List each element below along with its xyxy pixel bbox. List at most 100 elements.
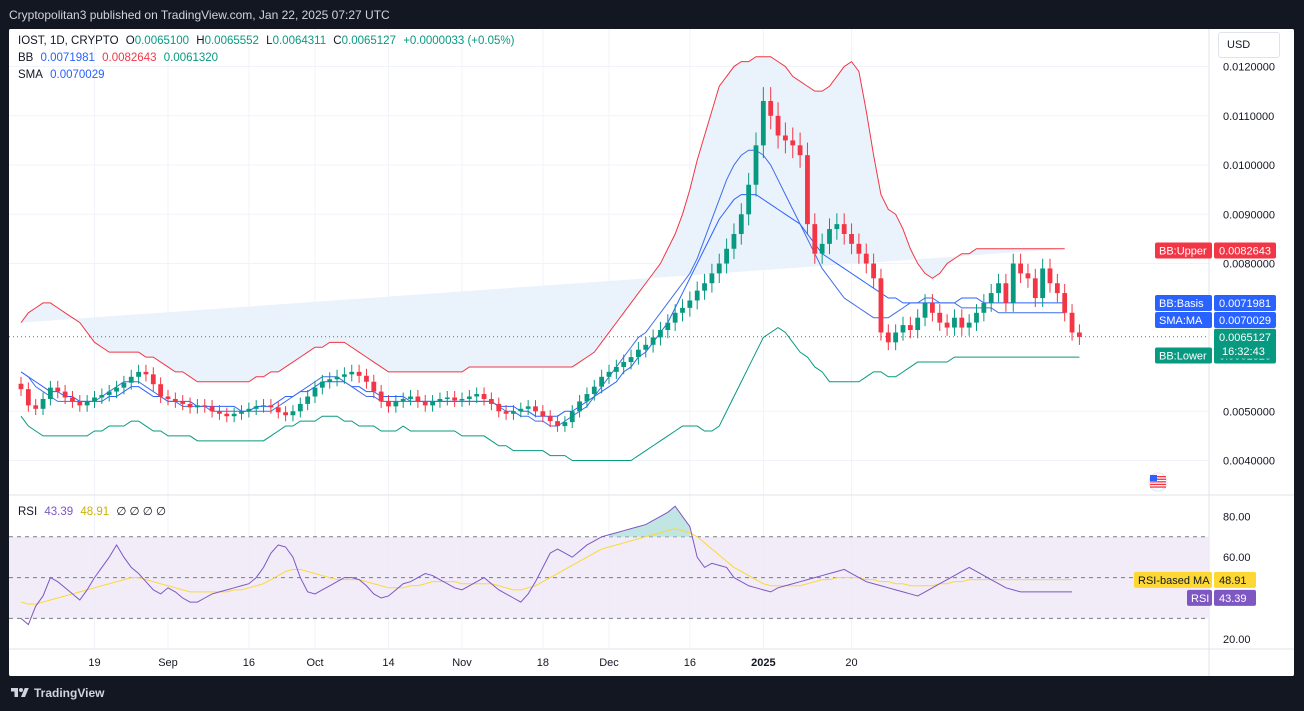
candle-body[interactable]	[342, 374, 347, 377]
candle-body[interactable]	[716, 263, 722, 274]
candle-body[interactable]	[907, 325, 913, 331]
candle-body[interactable]	[18, 383, 24, 390]
candle-body[interactable]	[797, 145, 803, 156]
rsi-ma-name-pill[interactable]	[1134, 571, 1212, 588]
bb-legend[interactable]: BB 0.0071981 0.0082643 0.0061320	[18, 52, 222, 64]
candle-body[interactable]	[92, 397, 97, 402]
candle-body[interactable]	[687, 300, 693, 308]
candle-body[interactable]	[268, 405, 274, 408]
bb-upper-label-pill[interactable]	[1155, 242, 1212, 259]
candle-body[interactable]	[709, 273, 715, 284]
candle-body[interactable]	[1077, 332, 1082, 337]
symbol-line[interactable]: IOST, 1D, CRYPTO	[18, 35, 119, 47]
candle-body[interactable]	[422, 401, 428, 406]
candle-body[interactable]	[694, 290, 700, 301]
candle-body[interactable]	[628, 357, 634, 363]
candle-body[interactable]	[489, 398, 494, 404]
candle-body[interactable]	[724, 248, 729, 264]
candle-body[interactable]	[988, 293, 994, 303]
candle-body[interactable]	[790, 140, 796, 146]
candle-body[interactable]	[577, 401, 582, 412]
bb-basis-label-pill[interactable]	[1155, 295, 1212, 312]
candle-body[interactable]	[466, 396, 472, 399]
candle-body[interactable]	[290, 411, 296, 416]
candle-body[interactable]	[503, 411, 509, 414]
candle-body[interactable]	[849, 233, 854, 244]
candle-body[interactable]	[40, 398, 46, 409]
candle-body[interactable]	[834, 224, 840, 230]
candle-body[interactable]	[621, 362, 627, 367]
candle-body[interactable]	[48, 387, 53, 399]
candle-body[interactable]	[959, 317, 965, 328]
candle-body[interactable]	[665, 322, 671, 331]
candle-body[interactable]	[408, 396, 413, 399]
candle-body[interactable]	[150, 374, 156, 385]
footer-brand[interactable]: TradingView	[34, 686, 105, 700]
candle-body[interactable]	[591, 386, 597, 395]
candle-body[interactable]	[415, 396, 421, 402]
candle-body[interactable]	[915, 317, 921, 331]
candle-body[interactable]	[827, 229, 832, 244]
candle-body[interactable]	[930, 302, 935, 313]
candle-body[interactable]	[966, 322, 972, 328]
candle-body[interactable]	[275, 407, 281, 413]
candle-body[interactable]	[562, 422, 568, 427]
candle-body[interactable]	[900, 325, 906, 333]
candle-body[interactable]	[613, 366, 619, 372]
last-price-tag[interactable]	[1214, 328, 1276, 359]
candle-body[interactable]	[496, 403, 502, 412]
candle-body[interactable]	[202, 405, 208, 407]
candle-body[interactable]	[25, 389, 31, 406]
candle-body[interactable]	[922, 302, 928, 318]
candle-body[interactable]	[70, 397, 75, 402]
candle-body[interactable]	[672, 312, 678, 323]
candle-body[interactable]	[599, 376, 605, 387]
candle-body[interactable]	[533, 406, 538, 412]
candle-body[interactable]	[1047, 268, 1053, 284]
candle-body[interactable]	[1025, 273, 1031, 279]
candle-body[interactable]	[569, 411, 575, 423]
candle-body[interactable]	[643, 344, 649, 350]
candle-body[interactable]	[195, 405, 200, 408]
candle-body[interactable]	[253, 406, 259, 409]
candle-body[interactable]	[136, 371, 141, 377]
candle-body[interactable]	[738, 214, 744, 234]
candle-body[interactable]	[746, 184, 752, 215]
candle-body[interactable]	[217, 411, 222, 414]
candle-body[interactable]	[878, 278, 884, 333]
candle-body[interactable]	[952, 317, 957, 328]
candle-body[interactable]	[974, 312, 979, 323]
candle-body[interactable]	[518, 408, 524, 412]
candle-body[interactable]	[944, 322, 950, 328]
candle-body[interactable]	[547, 416, 553, 422]
candle-body[interactable]	[180, 401, 186, 404]
candle-body[interactable]	[128, 376, 134, 383]
candle-body[interactable]	[481, 394, 487, 399]
candle-body[interactable]	[1032, 278, 1038, 299]
candle-body[interactable]	[312, 387, 318, 397]
candle-body[interactable]	[437, 398, 443, 402]
candle-body[interactable]	[430, 401, 435, 406]
candle-body[interactable]	[775, 115, 781, 136]
candle-body[interactable]	[812, 224, 818, 254]
candle-body[interactable]	[1040, 268, 1046, 299]
candle-body[interactable]	[452, 397, 458, 401]
candle-body[interactable]	[106, 391, 112, 396]
candle-body[interactable]	[1054, 283, 1060, 294]
candle-body[interactable]	[172, 398, 178, 402]
candle-body[interactable]	[378, 391, 384, 402]
candle-body[interactable]	[231, 413, 237, 417]
candle-body[interactable]	[819, 243, 825, 254]
candle-body[interactable]	[841, 224, 847, 234]
candle-body[interactable]	[364, 375, 369, 382]
sma-label-pill[interactable]	[1155, 312, 1212, 329]
candle-body[interactable]	[1010, 263, 1016, 303]
candle-body[interactable]	[444, 397, 450, 399]
candle-body[interactable]	[305, 396, 311, 404]
candle-body[interactable]	[77, 401, 83, 406]
candle-body[interactable]	[981, 302, 987, 313]
candle-body[interactable]	[114, 387, 119, 392]
currency-button[interactable]: USD	[1218, 32, 1280, 58]
candle-body[interactable]	[261, 405, 266, 407]
candle-body[interactable]	[55, 387, 61, 392]
